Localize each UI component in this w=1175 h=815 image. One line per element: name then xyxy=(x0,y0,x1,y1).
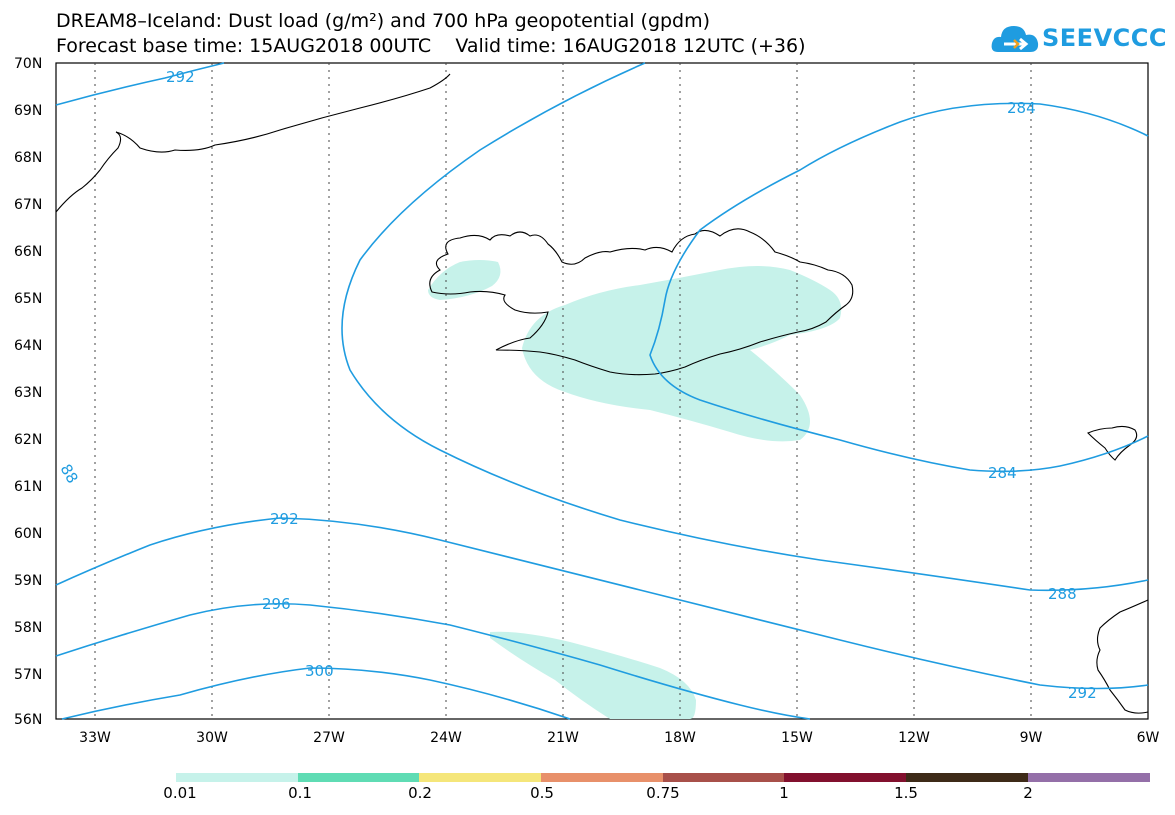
lon-label: 30W xyxy=(196,730,228,746)
lat-label: 66N xyxy=(14,244,42,260)
lon-label: 24W xyxy=(430,730,462,746)
lon-label: 12W xyxy=(898,730,930,746)
contour-label-296: 296 xyxy=(262,595,291,613)
contour-284 xyxy=(649,102,1149,473)
dust-area-south xyxy=(490,631,696,719)
colorbar-swatch xyxy=(784,773,906,782)
colorbar-swatch xyxy=(419,773,541,782)
colorbar-label: 2 xyxy=(1023,784,1033,802)
lon-label: 6W xyxy=(1137,730,1160,746)
dust-area-iceland xyxy=(522,266,842,442)
lon-label: 33W xyxy=(79,730,111,746)
colorbar xyxy=(176,773,1150,782)
scotland-coast xyxy=(1096,599,1149,714)
colorbar-swatch xyxy=(1028,773,1150,782)
lon-label: 21W xyxy=(547,730,579,746)
geopotential-contours xyxy=(55,62,1149,720)
longitude-labels: 33W 30W 27W 24W 21W 18W 15W 12W 9W 6W xyxy=(79,730,1159,746)
colorbar-label: 0.01 xyxy=(163,784,197,802)
lat-label: 70N xyxy=(14,56,42,72)
lon-label: 27W xyxy=(313,730,345,746)
seevccc-logo: SEEVCCC xyxy=(990,18,1167,58)
colorbar-swatch xyxy=(541,773,663,782)
colorbar-label: 0.2 xyxy=(408,784,432,802)
contour-label-300: 300 xyxy=(305,662,334,680)
contour-label-288: 288 xyxy=(1048,585,1077,603)
lat-label: 60N xyxy=(14,526,42,542)
lat-label: 61N xyxy=(14,479,42,495)
map-title: DREAM8–Iceland: Dust load (g/m²) and 700… xyxy=(56,10,711,32)
contour-label-292-mid: 292 xyxy=(270,510,299,528)
logo-text: SEEVCCC xyxy=(1042,24,1167,52)
colorbar-label: 0.1 xyxy=(288,784,312,802)
iceland-coast xyxy=(429,228,854,376)
lon-label: 15W xyxy=(781,730,813,746)
contour-label-292-north: 292 xyxy=(166,68,195,86)
contour-label-284-north: 284 xyxy=(1007,99,1036,117)
coastlines xyxy=(55,73,1149,714)
map-subtitle: Forecast base time: 15AUG2018 00UTC Vali… xyxy=(56,35,806,57)
dust-load-shading xyxy=(428,260,842,719)
contour-292-north xyxy=(55,62,225,106)
contour-label-284-south: 284 xyxy=(988,464,1017,482)
lon-label: 18W xyxy=(664,730,696,746)
lat-label: 58N xyxy=(14,620,42,636)
latitude-labels: 70N 69N 68N 67N 66N 65N 64N 63N 62N 61N … xyxy=(14,56,42,728)
lat-label: 63N xyxy=(14,385,42,401)
lat-label: 59N xyxy=(14,573,42,589)
lon-label: 9W xyxy=(1020,730,1043,746)
lat-label: 57N xyxy=(14,667,42,683)
lat-label: 67N xyxy=(14,197,42,213)
contour-296 xyxy=(55,602,811,720)
lat-label: 56N xyxy=(14,712,42,728)
lat-label: 68N xyxy=(14,150,42,166)
contour-292-south xyxy=(55,517,1149,690)
colorbar-swatch xyxy=(663,773,784,782)
colorbar-label: 0.75 xyxy=(646,784,680,802)
cloud-icon xyxy=(991,26,1039,52)
colorbar-label: 1.5 xyxy=(894,784,918,802)
colorbar-label: 1 xyxy=(779,784,789,802)
lat-label: 65N xyxy=(14,291,42,307)
lat-label: 64N xyxy=(14,338,42,354)
colorbar-label: 0.5 xyxy=(530,784,554,802)
dust-area-westfjords xyxy=(428,260,501,300)
colorbar-swatch xyxy=(906,773,1028,782)
contour-label-292-east: 292 xyxy=(1068,684,1097,702)
colorbar-swatch xyxy=(176,773,298,782)
lat-label: 62N xyxy=(14,432,42,448)
colorbar-swatch xyxy=(298,773,419,782)
lat-label: 69N xyxy=(14,103,42,119)
greenland-coast xyxy=(55,73,451,213)
contour-288-ring xyxy=(341,62,1149,592)
contour-300 xyxy=(61,667,571,720)
